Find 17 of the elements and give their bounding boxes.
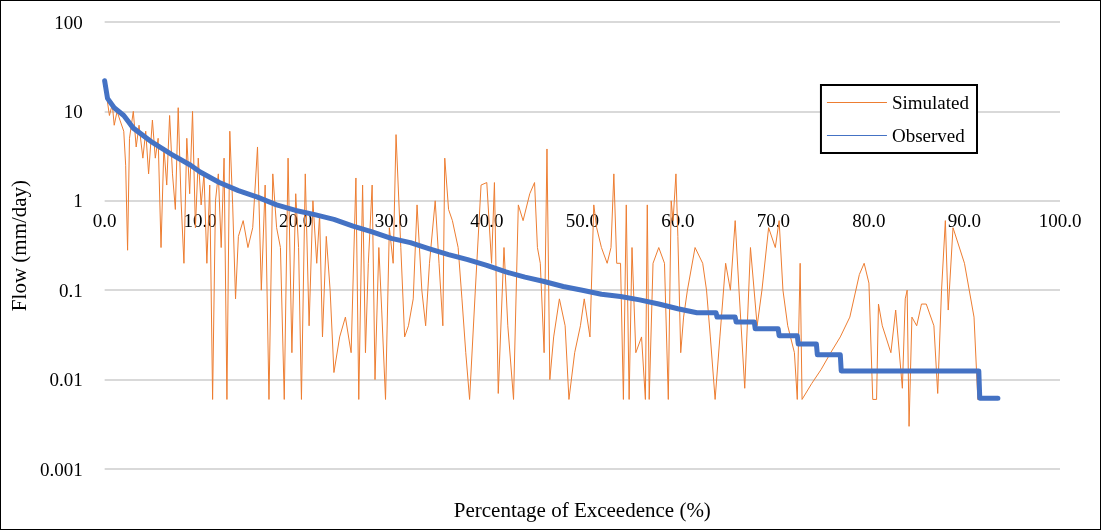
y-tick-label: 0.01 [49, 369, 83, 391]
x-tick-label: 0.0 [92, 209, 117, 231]
x-tick-label: 90.0 [947, 209, 982, 231]
x-tick-label: 70.0 [756, 209, 791, 231]
legend-label: Simulated [891, 92, 970, 113]
y-tick-label: 0.001 [39, 458, 83, 480]
y-tick-label: 1 [73, 190, 83, 212]
x-tick-label: 30.0 [374, 209, 408, 231]
y-tick-label: 10 [63, 100, 83, 122]
x-tick-label: 100.0 [1038, 209, 1082, 231]
x-tick-label: 40.0 [470, 209, 504, 231]
x-tick-label: 80.0 [852, 209, 886, 231]
y-tick-label: 0.1 [58, 279, 83, 301]
legend-label: Observed [891, 125, 966, 146]
y-axis-title: Flow (mm/day) [6, 179, 31, 312]
y-tick-label: 100 [54, 11, 83, 33]
x-axis-title: Percentage of Exceedence (%) [453, 497, 711, 522]
